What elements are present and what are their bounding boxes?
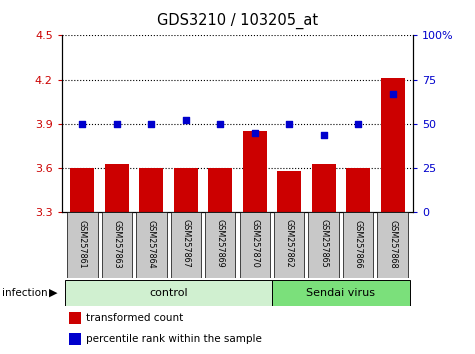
Point — [251, 130, 258, 136]
Bar — [343, 212, 373, 278]
Point — [217, 121, 224, 127]
Bar — [69, 312, 81, 324]
Point — [285, 121, 293, 127]
Bar — [239, 212, 270, 278]
Bar — [308, 212, 339, 278]
Point — [148, 121, 155, 127]
Point — [354, 121, 362, 127]
Bar — [380, 78, 405, 212]
Bar — [105, 164, 129, 212]
Bar — [208, 168, 232, 212]
Text: GSM257862: GSM257862 — [285, 219, 294, 268]
Bar — [277, 171, 301, 212]
Bar — [272, 280, 410, 306]
Point — [389, 91, 396, 97]
Bar — [65, 280, 272, 306]
Text: GSM257863: GSM257863 — [113, 219, 122, 268]
Text: ▶: ▶ — [49, 288, 57, 298]
Bar — [205, 212, 236, 278]
Bar — [274, 212, 304, 278]
Bar — [378, 212, 408, 278]
Bar — [139, 168, 163, 212]
Text: GSM257870: GSM257870 — [250, 219, 259, 268]
Text: GSM257868: GSM257868 — [388, 219, 397, 268]
Point — [182, 118, 190, 123]
Text: GSM257861: GSM257861 — [78, 219, 87, 268]
Bar — [312, 164, 336, 212]
Text: GSM257864: GSM257864 — [147, 219, 156, 268]
Bar — [171, 212, 201, 278]
Bar — [102, 212, 132, 278]
Bar — [346, 168, 370, 212]
Bar — [174, 168, 198, 212]
Bar — [70, 168, 95, 212]
Bar — [67, 212, 97, 278]
Text: infection: infection — [2, 288, 48, 298]
Text: GSM257866: GSM257866 — [353, 219, 362, 268]
Bar — [243, 131, 267, 212]
Bar — [69, 333, 81, 346]
Text: GDS3210 / 103205_at: GDS3210 / 103205_at — [157, 12, 318, 29]
Text: transformed count: transformed count — [86, 313, 184, 323]
Text: control: control — [149, 288, 188, 298]
Text: percentile rank within the sample: percentile rank within the sample — [86, 335, 262, 344]
Point — [320, 132, 327, 137]
Text: GSM257867: GSM257867 — [181, 219, 190, 268]
Bar — [136, 212, 167, 278]
Point — [79, 121, 86, 127]
Text: GSM257865: GSM257865 — [319, 219, 328, 268]
Text: Sendai virus: Sendai virus — [306, 288, 375, 298]
Point — [113, 121, 121, 127]
Text: GSM257869: GSM257869 — [216, 219, 225, 268]
